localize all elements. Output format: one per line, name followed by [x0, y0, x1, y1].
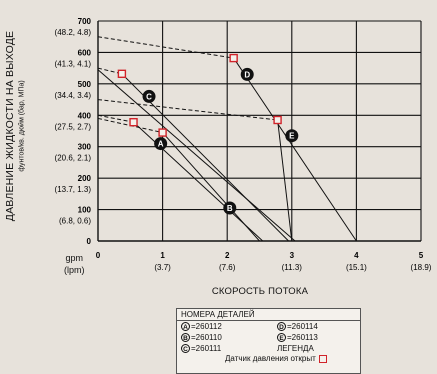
legend-value-b: =260110: [191, 333, 222, 342]
x-tick-sublabel: (18.9): [411, 263, 432, 272]
series-d-label: D: [244, 70, 250, 79]
x-tick-label: 0: [96, 251, 101, 260]
x-tick-label: 5: [419, 251, 424, 260]
y-tick-label: 100: [78, 206, 92, 215]
relief-marker-a: [158, 128, 167, 137]
legend-entry-a: A =260112: [181, 321, 277, 332]
relief-marker-key-icon: [318, 355, 327, 363]
legend-entry-e: E =260113: [277, 332, 359, 343]
y-tick-sublabel: (34.4, 3.4): [55, 91, 92, 100]
series-a-label: A: [158, 140, 164, 149]
relief-marker-d: [229, 53, 238, 63]
legend-entry-b: B =260110: [181, 332, 277, 343]
series-d-line: [233, 57, 357, 242]
x-axis-label: СКОРОСТЬ ПОТОКА: [211, 286, 309, 297]
legend-title: НОМЕРА ДЕТАЛЕЙ: [177, 309, 360, 321]
x-tick-label: 2: [225, 251, 230, 260]
relief-marker-e: [273, 115, 282, 125]
legend-value-a: =260112: [191, 322, 222, 331]
gridlines: [98, 20, 422, 241]
legend-value-e: =260113: [287, 333, 318, 342]
legend-heading: ЛЕГЕНДА: [277, 344, 314, 353]
y-tick-label: 600: [78, 48, 92, 57]
legend-row: B =260110 E =260113: [177, 332, 360, 343]
x-tick-sublabel: (11.3): [282, 263, 303, 272]
series-e-label-circle: [285, 129, 299, 143]
series-b-label-circle: [223, 201, 237, 215]
y-tick-sublabel: (41.3, 4.1): [55, 59, 92, 68]
legend-relief-text: Датчик давления открыт: [225, 354, 316, 363]
y-tick-label: 300: [78, 143, 92, 152]
legend-relief-entry: Датчик давления открыт: [177, 354, 360, 364]
series-a-label-circle: [154, 137, 168, 151]
y-axis-label: ДАВЛЕНИЕ ЖИДКОСТИ НА ВЫХОДЕ: [4, 30, 16, 222]
x-tick-sublabel: (15.1): [346, 263, 367, 272]
part-numbers-legend: НОМЕРА ДЕТАЛЕЙ A =260112 D =260114 B =26…: [176, 308, 361, 374]
y-tick-sublabel: (20.6, 2.1): [55, 154, 92, 163]
relief-marker-b: [129, 117, 138, 127]
y-tick-label: 500: [78, 80, 92, 89]
x-tick-sublabel: (3.7): [154, 263, 171, 272]
y-tick-sublabel: (27.5, 2.7): [55, 122, 92, 131]
series-labels: A B C D E: [142, 67, 299, 215]
axes: [97, 21, 421, 242]
legend-key-c: C: [181, 344, 190, 353]
series-b-line: [133, 121, 264, 242]
series-e-label: E: [289, 132, 295, 141]
x-tick-sublabel: (7.6): [219, 263, 236, 272]
series-d-label-circle: [240, 67, 254, 81]
series-b-label: B: [227, 204, 233, 213]
legend-row: A =260112 D =260114: [177, 321, 360, 332]
legend-key-a: A: [181, 322, 190, 331]
tick-labels: 0 100 (6.8, 0.6) 200 (13.7, 1.3) 300 (20.6, 2.…: [55, 17, 432, 272]
series-d-dashed-line: [97, 36, 234, 59]
y-tick-label: 200: [78, 174, 92, 183]
legend-entry-c: C =260111: [181, 343, 277, 354]
legend-entry-d: D =260114: [277, 321, 359, 332]
y-tick-label: 0: [87, 237, 92, 246]
legend-row: C =260111 ЛЕГЕНДА: [177, 343, 360, 354]
legend-value-d: =260114: [287, 322, 318, 331]
y-axis-sublabel: фунтов/кв. дюйм (бар, МПа): [18, 80, 26, 172]
x-tick-label: 4: [354, 251, 359, 260]
y-axis-label-group: ДАВЛЕНИЕ ЖИДКОСТИ НА ВЫХОДЕ фунтов/кв. д…: [0, 6, 34, 246]
series-c-label-circle: [142, 89, 156, 103]
x-unit-gpm: gpm: [65, 253, 83, 263]
series-c-label: C: [146, 92, 152, 101]
series-e-dashed-line: [97, 99, 278, 121]
legend-key-e: E: [277, 333, 286, 342]
y-tick-label: 400: [78, 111, 92, 120]
y-tick-label: 700: [78, 17, 92, 26]
legend-key-b: B: [181, 333, 190, 342]
y-tick-sublabel: (6.8, 0.6): [59, 217, 91, 226]
legend-key-d: D: [277, 322, 286, 331]
y-tick-sublabel: (13.7, 1.3): [55, 185, 92, 194]
series-b-dashed-line: [97, 114, 134, 123]
x-unit-lpm: (lpm): [64, 265, 85, 275]
x-tick-label: 3: [290, 251, 295, 260]
legend-value-c: =260111: [191, 344, 222, 353]
series-extra-line: [97, 69, 296, 242]
x-tick-label: 1: [160, 251, 165, 260]
x-axis-units: gpm (lpm): [64, 252, 85, 276]
relief-markers: [117, 53, 282, 137]
series-e-line: [277, 119, 293, 242]
y-tick-sublabel: (48.2, 4.8): [55, 28, 92, 37]
relief-marker-c: [117, 69, 127, 79]
